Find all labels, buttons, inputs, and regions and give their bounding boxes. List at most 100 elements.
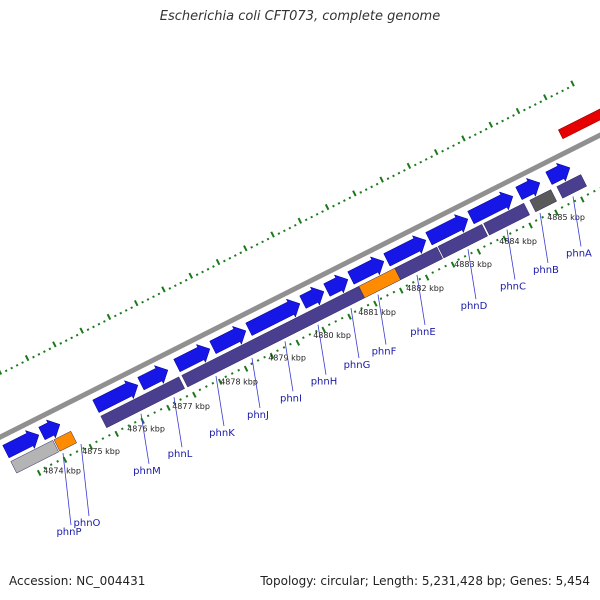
outer-tick — [161, 286, 166, 293]
position-tick-label: 4885 kbp — [547, 213, 585, 222]
inner-tick — [502, 235, 507, 242]
outer-tick — [392, 174, 395, 178]
outer-tick — [324, 203, 330, 211]
forward-gene — [209, 325, 247, 355]
inner-tick — [56, 460, 59, 463]
inner-tick — [82, 447, 85, 450]
outer-tick — [157, 292, 161, 296]
inner-tick — [243, 365, 249, 372]
outer-tick — [239, 251, 243, 255]
inner-tick — [295, 339, 301, 346]
outer-tick — [397, 171, 401, 175]
outer-tick — [130, 306, 133, 310]
inner-tick — [263, 355, 266, 359]
outer-tick — [457, 141, 461, 145]
outer-tick — [215, 258, 221, 266]
inner-tick — [166, 404, 171, 411]
inner-tick — [179, 398, 182, 401]
outer-tick — [152, 295, 155, 299]
inner-tick — [127, 424, 131, 427]
inner-tick — [405, 284, 409, 287]
inner-tick — [185, 394, 189, 398]
gene-label: phnB — [533, 265, 559, 276]
outer-tick — [506, 116, 510, 120]
reverse-gene — [53, 430, 77, 452]
inner-tick — [217, 378, 223, 385]
inner-tick — [476, 248, 482, 255]
outer-tick — [119, 311, 123, 315]
inner-tick — [340, 316, 344, 320]
gene-label: phnI — [280, 393, 302, 404]
outer-tick — [228, 256, 232, 260]
outer-tick — [566, 86, 570, 90]
inner-tick — [75, 450, 79, 453]
outer-tick — [266, 237, 270, 241]
inner-tick — [366, 303, 370, 307]
gene-leader-line — [539, 212, 549, 264]
outer-tick — [255, 243, 259, 246]
gene-label: phnJ — [247, 410, 269, 421]
inner-tick — [437, 267, 441, 271]
position-tick-label: 4883 kbp — [454, 260, 492, 269]
outer-tick — [243, 245, 248, 252]
position-tick-label: 4878 kbp — [220, 378, 258, 387]
outer-tick — [288, 226, 292, 230]
inner-tick — [302, 336, 305, 340]
inner-tick — [62, 456, 68, 464]
reverse-gene — [437, 224, 488, 259]
outer-tick — [543, 94, 548, 101]
inner-tick — [444, 264, 447, 268]
inner-tick — [269, 352, 275, 359]
map-title: Escherichia coli CFT073, complete genome — [159, 9, 441, 24]
genome-summary: Topology: circular; Length: 5,231,428 bp… — [260, 574, 590, 588]
position-tick-label: 4881 kbp — [358, 308, 396, 317]
outer-tick — [283, 229, 286, 233]
inner-tick — [114, 430, 119, 437]
inner-tick — [521, 225, 525, 229]
inner-tick — [573, 199, 577, 203]
position-tick-label: 4876 kbp — [127, 424, 165, 433]
inner-tick — [463, 254, 467, 258]
outer-tick — [533, 103, 537, 106]
position-tick-label: 4874 kbp — [43, 467, 81, 476]
inner-tick — [457, 258, 460, 261]
gene-leader-line — [173, 397, 183, 448]
gene-label: phnC — [500, 282, 526, 293]
outer-tick — [297, 217, 303, 224]
inner-tick — [547, 212, 551, 216]
outer-tick — [473, 133, 477, 137]
outer-tick-ring — [0, 80, 575, 375]
outer-tick — [133, 300, 139, 307]
inner-tick — [586, 193, 590, 196]
outer-tick — [103, 320, 106, 323]
inner-tick — [198, 388, 202, 392]
inner-tick — [496, 238, 499, 242]
position-labels: 4874 kbp 4875 kbp 4876 kbp 4877 kbp 4878 kbp… — [43, 213, 585, 476]
gene-leader-line — [467, 249, 477, 300]
outer-tick — [310, 215, 313, 219]
outer-tick — [550, 94, 553, 98]
inner-tick — [508, 232, 512, 235]
outer-tick — [413, 163, 417, 167]
outer-tick — [43, 350, 46, 353]
outer-tick — [168, 287, 172, 290]
inner-tick — [347, 313, 352, 320]
gene-label: phnP — [56, 527, 81, 538]
inner-tick — [101, 437, 105, 440]
outer-tick — [223, 259, 226, 263]
inner-tick — [431, 271, 435, 274]
outer-tick — [113, 314, 117, 318]
outer-tick — [15, 363, 19, 367]
position-tick-label: 4882 kbp — [406, 284, 444, 293]
outer-tick — [86, 328, 90, 331]
inner-tick — [450, 261, 456, 268]
inner-tick — [386, 294, 389, 297]
outer-tick — [4, 369, 8, 373]
outer-tick — [179, 281, 183, 285]
inner-tick — [49, 463, 53, 466]
inner-tick — [483, 245, 486, 248]
backbone-line — [0, 132, 600, 441]
outer-tick — [343, 199, 346, 202]
outer-tick — [495, 122, 499, 126]
